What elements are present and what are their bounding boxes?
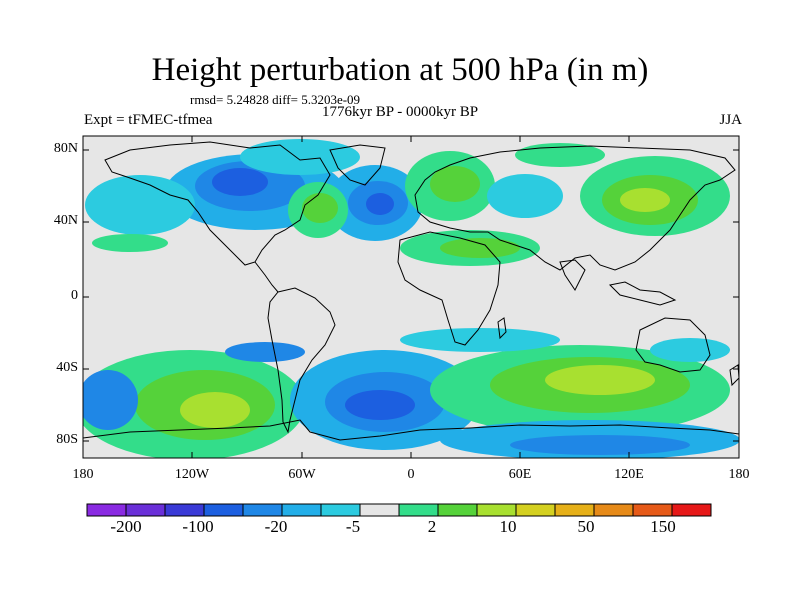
colorbar-label: -20	[264, 517, 288, 536]
period-label: 1776kyr BP - 0000kyr BP	[322, 104, 479, 120]
field-spac-low	[225, 342, 305, 362]
field-asia-high-core	[620, 188, 670, 212]
colorbar-swatch	[164, 503, 205, 517]
field-aus-low	[650, 338, 730, 362]
field-satl-low-core	[345, 390, 415, 420]
experiment-label: Expt = tFMEC-tfmea	[84, 112, 213, 128]
colorbar-label: 10	[499, 517, 517, 536]
colorbar-swatch	[203, 503, 244, 517]
lon-tick-label: 60W	[288, 467, 316, 482]
field-spac-high-core	[180, 392, 250, 428]
lon-tick-label: 120W	[174, 467, 210, 482]
field-eur-high-core	[430, 166, 480, 202]
colorbar-swatch	[359, 503, 400, 517]
lon-tick-label: 0	[407, 467, 415, 482]
field-nam-high-core	[302, 193, 338, 223]
lon-tick-label: 180	[72, 467, 94, 482]
field-nam-low-core	[212, 168, 268, 196]
colorbar	[86, 503, 712, 517]
colorbar-swatch	[476, 503, 517, 517]
lon-tick-label: 180	[728, 467, 750, 482]
field-arctic-high	[515, 143, 605, 167]
colorbar-swatch	[593, 503, 634, 517]
coastlines	[83, 141, 739, 441]
lat-tick-label: 40S	[56, 360, 78, 375]
field-pac-low	[85, 175, 195, 235]
axis-ticks	[82, 136, 740, 458]
colorbar-swatch	[281, 503, 322, 517]
field-pac-high	[92, 234, 168, 252]
colorbar-swatch	[86, 503, 127, 517]
lat-tick-label: 40N	[53, 213, 78, 228]
colorbar-swatch	[437, 503, 478, 517]
contour-fields	[83, 139, 739, 458]
colorbar-swatch	[554, 503, 595, 517]
colorbar-swatch	[632, 503, 673, 517]
colorbar-label: 50	[577, 517, 595, 536]
lat-tick-label: 80N	[53, 141, 78, 156]
colorbar-label: -100	[182, 517, 214, 536]
colorbar-label: -200	[110, 517, 142, 536]
lat-tick-label: 80S	[56, 432, 78, 447]
lon-tick-label: 60E	[508, 467, 532, 482]
field-med-high-core	[440, 238, 520, 258]
field-wpac-low	[83, 370, 138, 430]
field-antarctic-low-core	[510, 435, 690, 455]
colorbar-swatch	[242, 503, 283, 517]
colorbar-swatch	[125, 503, 166, 517]
colorbar-label: -5	[345, 517, 361, 536]
colorbar-swatch	[398, 503, 439, 517]
colorbar-swatch	[515, 503, 556, 517]
colorbar-label: 2	[427, 517, 437, 536]
stats-label: rmsd= 5.24828 diff= 5.3203e-09	[190, 92, 361, 107]
season-label: JJA	[719, 112, 742, 128]
field-arctic-low	[240, 139, 360, 175]
field-io-low	[400, 328, 560, 352]
lat-tick-label: 0	[71, 288, 78, 303]
colorbar-swatch	[320, 503, 361, 517]
field-sio-high-core	[545, 365, 655, 395]
field-asia-low	[487, 174, 563, 218]
field-atl-low-core	[366, 193, 394, 215]
colorbar-label: 150	[650, 517, 676, 536]
map-title: Height perturbation at 500 hPa (in m)	[151, 52, 649, 88]
lon-tick-label: 120E	[614, 467, 644, 482]
colorbar-swatch	[671, 503, 712, 517]
